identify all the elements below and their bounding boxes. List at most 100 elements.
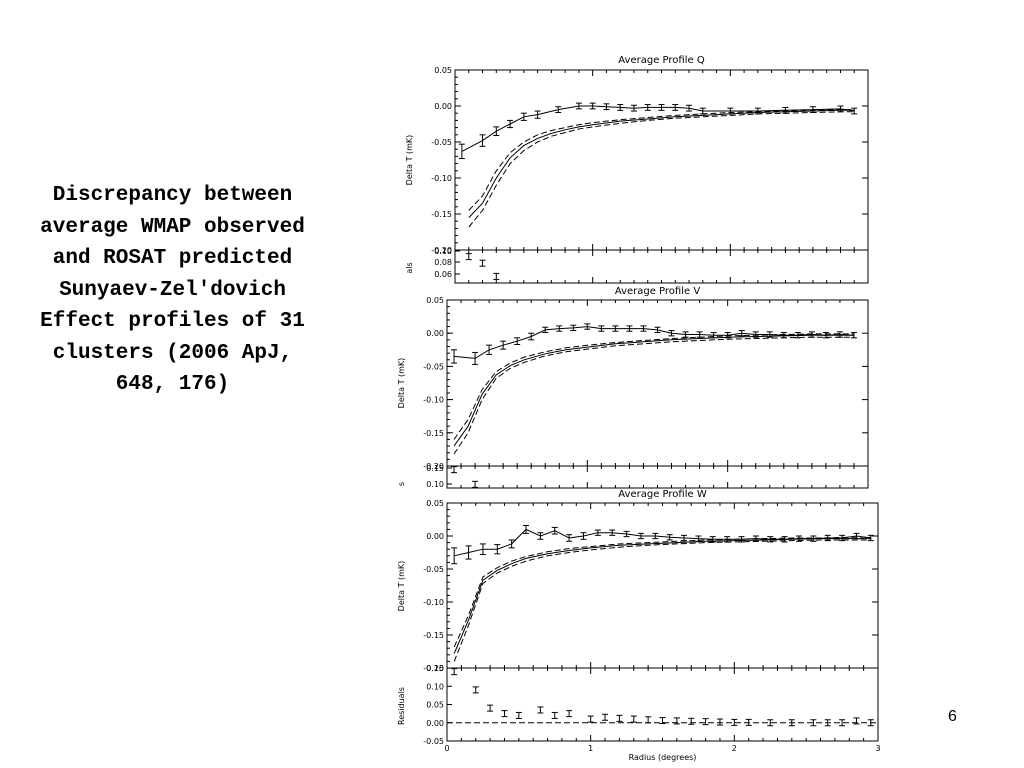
residual-point: [493, 272, 500, 280]
residual-y-tick-label: 0.10: [426, 682, 444, 691]
residual-point: [451, 466, 458, 474]
residual-point: [745, 718, 752, 726]
x-tick-label: 1: [588, 744, 593, 753]
predicted-profile-line: [453, 538, 871, 654]
residual-y-tick-label: 0.10: [426, 480, 444, 489]
data-point: [566, 534, 573, 542]
residual-point: [551, 711, 558, 719]
data-point: [556, 325, 563, 332]
residual-point: [810, 719, 817, 727]
residual-y-tick-label: 0.15: [426, 464, 444, 473]
data-point: [652, 532, 659, 540]
residual-point: [487, 704, 494, 712]
residual-point: [645, 716, 652, 724]
data-point: [682, 331, 689, 338]
chart-title: Average Profile V: [615, 286, 701, 297]
y-tick-label: -0.05: [431, 138, 452, 147]
data-point: [851, 107, 858, 115]
data-point: [494, 544, 501, 555]
data-point: [644, 104, 651, 111]
y-axis-label: Delta T (mK): [405, 135, 414, 186]
plot-frame: [446, 299, 869, 467]
data-point: [479, 134, 486, 147]
y-tick-label: -0.15: [423, 429, 444, 438]
data-point: [640, 325, 647, 332]
y-tick-label: -0.10: [431, 174, 452, 183]
residual-frame: [454, 249, 869, 284]
data-point: [603, 103, 610, 111]
data-point: [589, 102, 596, 110]
x-tick-label: 3: [875, 744, 880, 753]
data-point: [486, 344, 493, 355]
x-tick-label: 0: [444, 744, 449, 753]
profile-panel-q: Average Profile Q 0.05 0.00 -0.05 -0.10 -0.15…: [405, 55, 869, 284]
y-tick-label: 0.00: [426, 532, 444, 541]
y-tick-label: -0.15: [431, 210, 452, 219]
y-tick-label: 0.05: [426, 499, 444, 508]
predicted-bound-line: [453, 536, 871, 648]
data-point: [580, 532, 587, 540]
data-point: [626, 325, 633, 332]
plot-frame: [446, 502, 879, 669]
residual-y-tick-label: 0.06: [434, 270, 452, 279]
page-number: 6: [948, 708, 957, 725]
data-point: [668, 330, 675, 337]
y-axis-label: Delta T (mK): [397, 561, 406, 612]
residual-y-tick-label: 0.15: [426, 664, 444, 673]
residual-y-tick-label: 0.00: [426, 719, 444, 728]
residual-y-tick-label: 0.10: [434, 247, 452, 256]
profile-panel-w: Average Profile W 0.05 0.00 -0.05 -0.10 -0.15…: [397, 489, 881, 762]
data-point: [666, 534, 673, 541]
data-point: [500, 340, 507, 350]
data-point: [528, 332, 535, 341]
data-point: [514, 337, 521, 345]
data-point: [609, 529, 616, 536]
data-point: [612, 325, 619, 332]
residual-point: [479, 259, 486, 267]
data-point: [451, 547, 458, 565]
residual-point: [673, 717, 680, 725]
slide-caption: Discrepancy between average WMAP observe…: [40, 184, 305, 396]
data-point: [458, 143, 465, 160]
x-axis-label: Radius (degrees): [629, 753, 697, 762]
data-point: [654, 326, 661, 334]
residual-point: [515, 711, 522, 719]
data-point: [493, 126, 500, 137]
residual-point: [602, 713, 609, 721]
residual-point: [566, 710, 573, 718]
residual-point: [501, 710, 508, 718]
data-point: [570, 324, 577, 332]
residual-point: [587, 715, 594, 723]
residual-y-tick-label: 0.05: [426, 701, 444, 710]
residual-point: [716, 718, 723, 726]
data-point: [508, 539, 515, 549]
predicted-bound-line: [453, 336, 854, 455]
data-point: [465, 545, 472, 560]
data-point: [555, 106, 562, 113]
residual-point: [659, 717, 666, 725]
predicted-profile-line: [453, 334, 854, 447]
residual-axis-label: Residuals: [397, 687, 406, 725]
residual-point: [465, 253, 472, 261]
data-point: [594, 529, 601, 536]
residual-point: [731, 718, 738, 726]
data-point: [658, 104, 665, 111]
data-point: [523, 524, 530, 534]
data-point: [623, 530, 630, 538]
data-point: [617, 104, 624, 111]
residual-axis-label: als: [405, 262, 414, 273]
y-tick-label: -0.05: [423, 565, 444, 574]
residual-point: [616, 714, 623, 722]
plot-frame: [454, 69, 869, 251]
data-point: [686, 104, 693, 112]
profile-panel-v: Average Profile V 0.05 0.00 -0.05 -0.10 -0.15…: [397, 286, 869, 489]
y-tick-label: -0.20: [431, 246, 452, 255]
data-point: [584, 323, 591, 330]
data-point: [637, 532, 644, 540]
y-tick-label: 0.00: [426, 329, 444, 338]
data-point: [520, 112, 527, 121]
y-tick-label: 0.05: [434, 66, 452, 75]
data-point: [451, 349, 458, 364]
observed-profile-line: [454, 528, 871, 557]
